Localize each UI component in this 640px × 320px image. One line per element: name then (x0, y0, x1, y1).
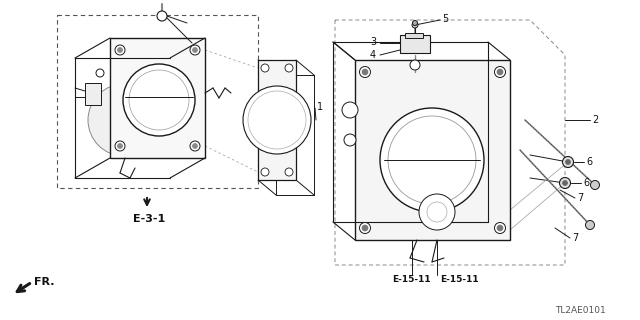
Text: E-15-11: E-15-11 (440, 275, 479, 284)
Circle shape (563, 156, 573, 167)
Circle shape (118, 47, 122, 52)
Bar (85, 83, 101, 105)
Circle shape (388, 116, 476, 204)
Bar (110, 38, 205, 158)
Circle shape (129, 70, 189, 130)
Circle shape (261, 64, 269, 72)
Circle shape (427, 202, 447, 222)
Text: FR.: FR. (34, 277, 54, 287)
Circle shape (380, 108, 484, 212)
Circle shape (360, 222, 371, 234)
Bar (405, 33, 423, 38)
Text: TL2AE0101: TL2AE0101 (555, 306, 605, 315)
Circle shape (566, 159, 570, 164)
Circle shape (419, 194, 455, 230)
Circle shape (115, 141, 125, 151)
Text: 1: 1 (317, 102, 323, 112)
Circle shape (559, 178, 570, 188)
Circle shape (563, 180, 568, 186)
Text: 5: 5 (442, 14, 448, 24)
Circle shape (115, 45, 125, 55)
Circle shape (243, 86, 311, 154)
Circle shape (495, 67, 506, 77)
Circle shape (344, 134, 356, 146)
Circle shape (591, 180, 600, 189)
Text: 6: 6 (583, 178, 589, 188)
Ellipse shape (88, 84, 160, 156)
Circle shape (360, 67, 371, 77)
Circle shape (362, 69, 368, 75)
Circle shape (497, 69, 503, 75)
Circle shape (410, 60, 420, 70)
Circle shape (413, 20, 417, 26)
Circle shape (248, 91, 306, 149)
Circle shape (495, 222, 506, 234)
Text: E-15-11: E-15-11 (392, 275, 431, 284)
Circle shape (586, 220, 595, 229)
Circle shape (497, 225, 503, 231)
Text: 7: 7 (572, 233, 579, 243)
Circle shape (118, 143, 122, 148)
Bar (400, 35, 430, 53)
Text: E-3-1: E-3-1 (133, 214, 165, 224)
Bar (258, 60, 296, 180)
Circle shape (261, 168, 269, 176)
Circle shape (285, 64, 293, 72)
Circle shape (190, 141, 200, 151)
Circle shape (412, 22, 418, 28)
Circle shape (285, 168, 293, 176)
Text: 6: 6 (586, 157, 592, 167)
Circle shape (342, 102, 358, 118)
Bar (57, 15, 258, 188)
Circle shape (193, 143, 198, 148)
Circle shape (96, 69, 104, 77)
Text: 4: 4 (370, 50, 376, 60)
Circle shape (193, 47, 198, 52)
Circle shape (157, 11, 167, 21)
Text: 3: 3 (370, 37, 376, 47)
Text: 7: 7 (577, 193, 583, 203)
Bar (355, 60, 510, 240)
Circle shape (362, 225, 368, 231)
Text: 2: 2 (592, 115, 598, 125)
Circle shape (123, 64, 195, 136)
Circle shape (190, 45, 200, 55)
